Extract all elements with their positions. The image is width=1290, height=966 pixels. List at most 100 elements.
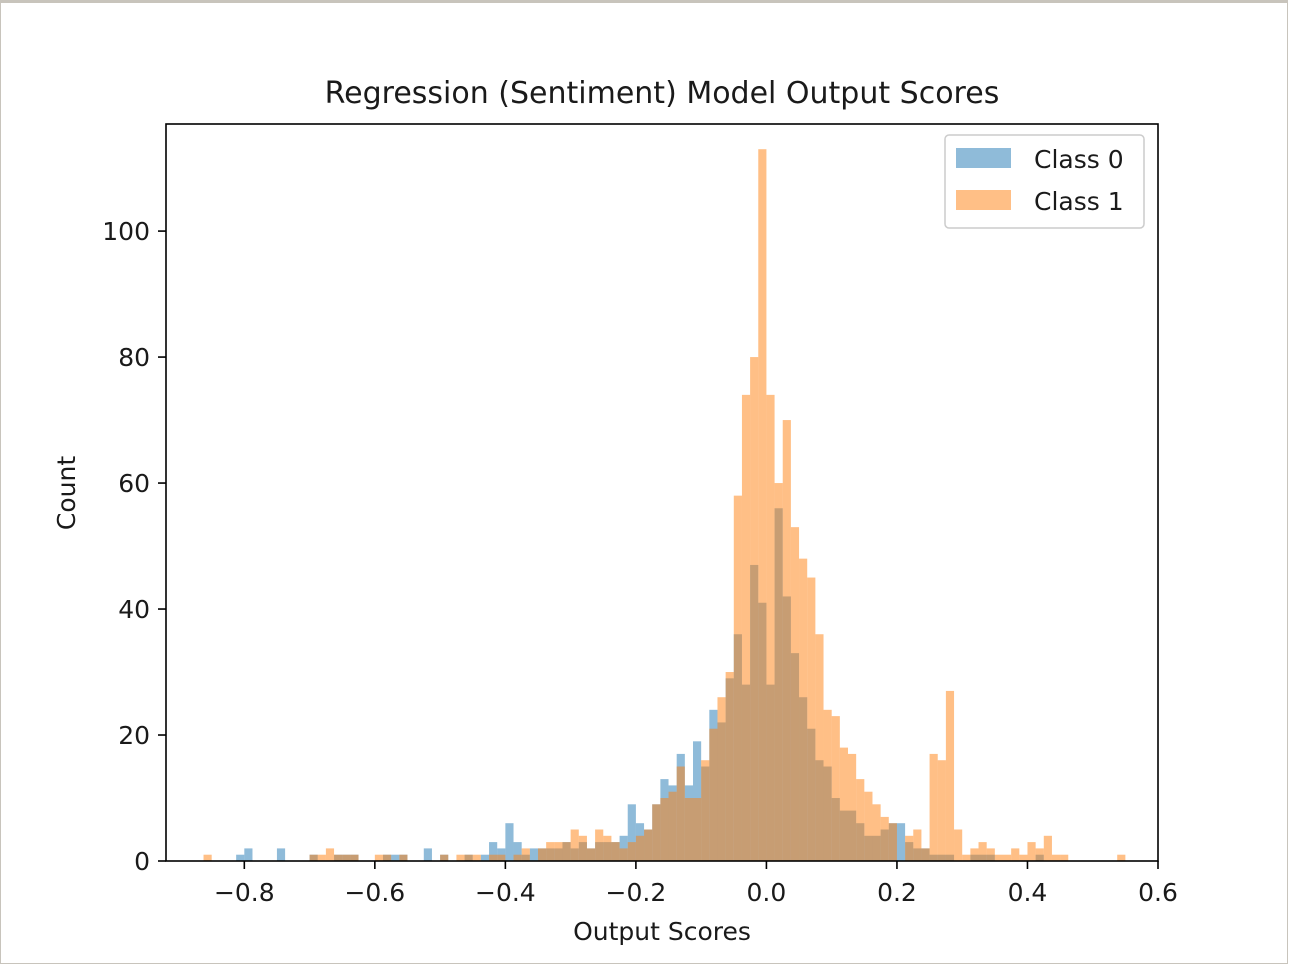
- histogram-bar: [627, 842, 636, 861]
- histogram-bar: [1019, 854, 1028, 861]
- histogram-bar: [1043, 835, 1052, 861]
- histogram-bar: [399, 854, 408, 861]
- histogram-bar: [513, 854, 522, 861]
- histogram-bar: [489, 842, 498, 861]
- legend-swatch-class-0: [956, 148, 1011, 168]
- histogram-bar: [546, 842, 555, 861]
- series-class-0: [236, 508, 1044, 861]
- histogram-bar: [864, 791, 873, 861]
- histogram-bar: [1003, 854, 1012, 861]
- histogram-bar: [497, 854, 506, 861]
- histogram-bar: [774, 483, 783, 861]
- histogram-bar: [586, 848, 596, 861]
- histogram-bar: [905, 835, 914, 861]
- x-tick-label: −0.6: [344, 878, 405, 907]
- histogram-bar: [538, 848, 547, 861]
- histogram-bar: [848, 753, 857, 861]
- histogram-bar: [937, 760, 946, 861]
- histogram-bar: [317, 854, 326, 861]
- histogram-bar: [334, 854, 343, 861]
- histogram-bar: [513, 842, 522, 861]
- histogram-bar: [1027, 842, 1036, 861]
- histogram-bar: [978, 842, 987, 861]
- histogram-bar: [619, 848, 628, 861]
- histogram-bar: [676, 766, 685, 861]
- histogram-bar: [888, 823, 897, 861]
- histogram-bar: [717, 697, 726, 861]
- legend-label-class-1: Class 1: [1034, 187, 1124, 216]
- legend: Class 0 Class 1: [944, 134, 1145, 229]
- x-tick-label: −0.4: [475, 878, 536, 907]
- histogram-bar: [758, 149, 767, 861]
- histogram-bar: [309, 854, 318, 861]
- histogram-bar: [635, 835, 645, 861]
- histogram-bar: [440, 854, 449, 861]
- histogram-bar: [733, 495, 742, 861]
- y-tick-label: 100: [102, 217, 150, 246]
- histogram-bar: [807, 577, 816, 861]
- histogram-bar: [578, 835, 587, 861]
- histogram-bar: [799, 558, 808, 861]
- bars-layer: [203, 149, 1126, 861]
- histogram-bar: [815, 634, 824, 861]
- x-axis-label: Output Scores: [573, 917, 751, 946]
- histogram-bar: [391, 854, 400, 861]
- histogram-bar: [1011, 848, 1020, 861]
- histogram-bar: [456, 854, 465, 861]
- histogram-bar: [611, 842, 620, 861]
- histogram-bar: [766, 394, 775, 861]
- histogram-bar: [945, 690, 955, 861]
- histogram-bar: [203, 854, 212, 861]
- x-tick-label: 0.6: [1138, 878, 1178, 907]
- histogram-bar: [603, 835, 612, 861]
- histogram-bar: [652, 804, 661, 861]
- histogram-bar: [701, 760, 710, 861]
- x-axis: −0.8 −0.6 −0.4 −0.2 0.0 0.2 0.4 0.6: [214, 861, 1178, 907]
- histogram-bar: [970, 848, 979, 861]
- x-tick-label: 0.4: [1008, 878, 1048, 907]
- histogram-bar: [342, 854, 351, 861]
- histogram-bar: [350, 854, 359, 861]
- histogram-bar: [782, 420, 791, 861]
- histogram-bar: [831, 716, 840, 861]
- histogram-bar: [1051, 854, 1061, 861]
- y-tick-label: 40: [118, 595, 150, 624]
- histogram-bar: [570, 829, 579, 861]
- histogram-bar: [464, 854, 473, 861]
- histogram-bar: [383, 854, 392, 861]
- histogram-bar: [660, 798, 669, 861]
- histogram-bar: [725, 672, 734, 861]
- histogram-bar: [236, 854, 245, 861]
- histogram-bar: [872, 804, 881, 861]
- histogram-bar: [644, 829, 653, 861]
- y-tick-label: 20: [118, 721, 150, 750]
- histogram-bar: [521, 848, 530, 861]
- histogram-bar: [790, 527, 800, 861]
- x-tick-label: −0.8: [214, 878, 275, 907]
- histogram-bar: [325, 848, 335, 861]
- x-tick-label: 0.0: [747, 878, 787, 907]
- histogram-bar: [929, 753, 938, 861]
- histogram-bar: [693, 798, 702, 861]
- histogram-bar: [856, 779, 865, 861]
- y-axis: 0 20 40 60 80 100: [102, 217, 166, 876]
- histogram-bar: [839, 747, 848, 861]
- plot-frame: [165, 123, 1159, 862]
- histogram-bar: [709, 728, 718, 861]
- histogram-bar: [276, 848, 286, 861]
- x-tick-label: 0.2: [877, 878, 917, 907]
- histogram-bar: [1060, 854, 1069, 861]
- histogram-bar: [244, 848, 253, 861]
- histogram-bar: [962, 854, 971, 861]
- chart-title: Regression (Sentiment) Model Output Scor…: [325, 76, 1000, 111]
- histogram-bar: [684, 798, 693, 861]
- histogram-bar: [423, 848, 432, 861]
- histogram-bar: [880, 816, 889, 861]
- legend-swatch-class-1: [956, 190, 1011, 210]
- histogram-bar: [986, 848, 995, 861]
- series-class-1: [203, 149, 1126, 861]
- histogram-bar: [741, 394, 751, 861]
- histogram-bar: [823, 709, 832, 861]
- histogram-bar: [954, 829, 963, 861]
